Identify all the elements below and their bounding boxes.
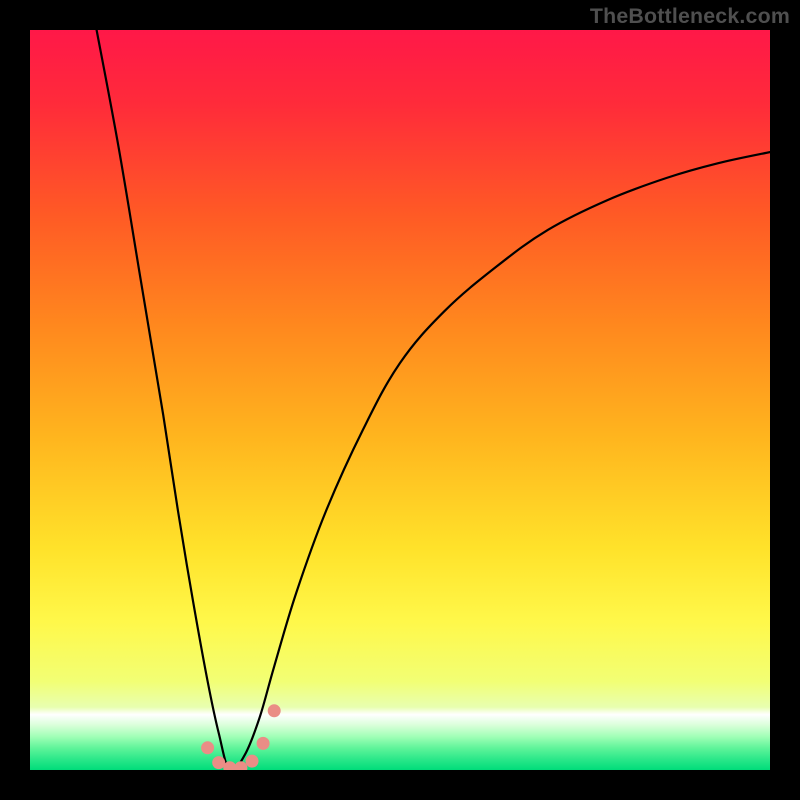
curve-marker (268, 704, 281, 717)
curve-marker (257, 737, 270, 750)
bottleneck-chart (30, 30, 770, 770)
curve-marker (212, 756, 225, 769)
watermark-text: TheBottleneck.com (590, 4, 790, 29)
outer-frame: TheBottleneck.com (0, 0, 800, 800)
curve-marker (246, 755, 259, 768)
curve-marker (201, 741, 214, 754)
gradient-background (30, 30, 770, 770)
